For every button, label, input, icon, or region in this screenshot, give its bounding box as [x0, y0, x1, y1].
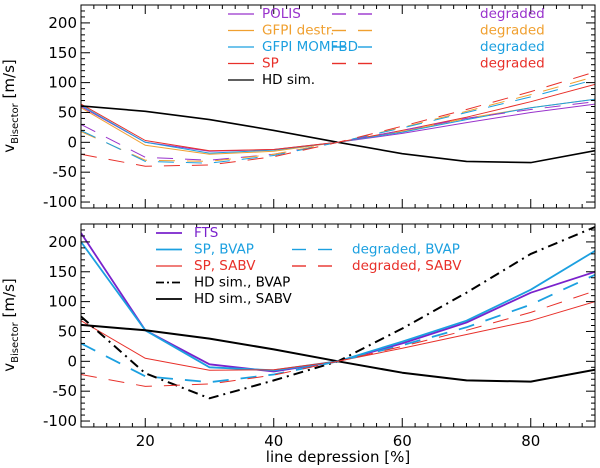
y-tick-label: 150	[48, 263, 77, 281]
series-line-sp	[81, 83, 595, 152]
series-line-degraded-sabv	[81, 290, 595, 387]
x-tick-label: 60	[393, 432, 412, 450]
series-line-gfpi-momfbd-degraded	[81, 79, 595, 164]
series-line-gfpi-momfbd	[81, 98, 595, 154]
bottom-ticks: -100 -50 0 50 100 150 200 20 40 60 80	[43, 224, 596, 450]
legend-label: SP	[262, 56, 279, 72]
legend-label: GFPI MOMFBD	[262, 39, 358, 55]
legend-label: FTS	[194, 225, 218, 241]
series-line-sp-sabv	[81, 301, 595, 371]
y-tick-label: 50	[58, 103, 77, 121]
bottom-plot-frame	[80, 223, 596, 428]
y-tick-label: -100	[43, 412, 77, 430]
top-ylabel-main: v	[0, 144, 18, 153]
y-tick-label: -100	[43, 193, 77, 211]
y-tick-label: 200	[48, 14, 77, 32]
legend-label: GFPI destr.	[262, 23, 334, 39]
y-tick-label: 100	[48, 293, 77, 311]
legend-label: SP, SABV	[194, 258, 256, 274]
top-series-layer	[81, 71, 595, 167]
legend-label: HD sim., BVAP	[194, 275, 290, 291]
series-line-degraded-bvap	[81, 273, 595, 384]
top-y-axis-label: vBisector [m/s]	[0, 59, 21, 153]
bottom-ylabel-unit: [m/s]	[0, 278, 18, 317]
bottom-ylabel-sub: Bisector	[10, 321, 21, 363]
legend-degraded-label: degraded	[480, 56, 545, 72]
series-line-hd-sim-bvap	[81, 226, 595, 400]
series-line-gfpi-destr-	[81, 98, 595, 155]
legend-degraded-label: degraded	[480, 39, 545, 55]
legend-degraded-label: degraded, BVAP	[352, 242, 460, 258]
legend-label: POLIS	[262, 6, 301, 22]
series-line-sp-degraded	[81, 71, 595, 167]
bottom-y-axis-label: vBisector [m/s]	[0, 278, 21, 372]
top-ylabel-sub: Bisector	[10, 102, 21, 144]
series-line-hd-sim-sabv	[81, 323, 595, 383]
y-tick-label: 0	[67, 352, 77, 370]
y-tick-label: 200	[48, 233, 77, 251]
y-tick-label: -50	[53, 382, 78, 400]
legend-label: HD sim., SABV	[194, 291, 293, 307]
top-ylabel-unit: [m/s]	[0, 59, 18, 98]
x-tick-label: 80	[521, 432, 540, 450]
bottom-ylabel-main: v	[0, 363, 18, 372]
legend-degraded-label: degraded	[480, 6, 545, 22]
y-tick-label: 150	[48, 44, 77, 62]
y-tick-label: 0	[67, 133, 77, 151]
legend-label: HD sim.	[262, 72, 315, 88]
x-axis-label: line depression [%]	[266, 448, 410, 466]
series-line-gfpi-destr-degraded	[81, 76, 595, 162]
x-tick-label: 20	[136, 432, 155, 450]
series-line-sp-bvap	[81, 241, 595, 372]
legend-label: SP, BVAP	[194, 242, 254, 258]
bottom-series-layer	[81, 226, 595, 400]
legend-degraded-label: degraded, SABV	[352, 258, 462, 274]
x-tick-label: 40	[264, 432, 283, 450]
legend-degraded-label: degraded	[480, 23, 545, 39]
y-tick-label: 100	[48, 74, 77, 92]
series-line-fts	[81, 232, 595, 373]
top-ticks: -100 -50 0 50 100 150 200	[43, 5, 596, 211]
y-tick-label: 50	[58, 322, 77, 340]
y-tick-label: -50	[53, 163, 78, 181]
